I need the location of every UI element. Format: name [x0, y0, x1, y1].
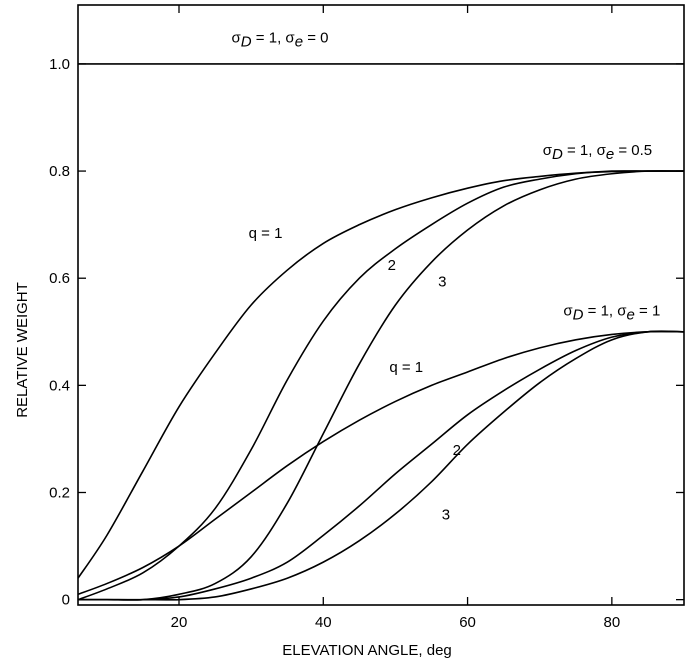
annotation-upper_q3: 3	[438, 273, 446, 290]
series-line-4	[77, 330, 685, 596]
x-axis-label: ELEVATION ANGLE, deg	[282, 642, 452, 659]
plot-area-border	[77, 4, 685, 606]
series-line-3	[77, 170, 685, 601]
y-tick-label: 0.2	[49, 485, 70, 502]
annotation-top_label: σD = 1, σe = 0	[232, 30, 329, 51]
annotation-low_label: σD = 1, σe = 1	[563, 303, 660, 324]
annotation-upper_q1: q = 1	[249, 225, 283, 242]
y-tick-label: 0	[62, 592, 70, 609]
annotation-upper_q2: 2	[388, 257, 396, 274]
annotation-mid_label: σD = 1, σe = 0.5	[543, 142, 652, 163]
y-tick-label: 0.4	[49, 377, 70, 394]
x-tick-label: 60	[459, 614, 476, 631]
series-line-6	[77, 330, 685, 601]
annotation-lower_q1: q = 1	[389, 359, 423, 376]
x-tick-label: 80	[604, 614, 621, 631]
series-line-2	[77, 170, 684, 601]
annotation-lower_q3: 3	[442, 506, 450, 523]
series-line-1	[77, 170, 685, 579]
x-tick-label: 40	[315, 614, 332, 631]
y-tick-label: 0.6	[49, 270, 70, 287]
series-line-5	[77, 330, 685, 601]
y-tick-label: 1.0	[49, 56, 70, 73]
y-axis-label: RELATIVE WEIGHT	[14, 282, 31, 418]
y-tick-label: 0.8	[49, 163, 70, 180]
x-tick-label: 20	[171, 614, 188, 631]
annotation-lower_q2: 2	[453, 442, 461, 459]
